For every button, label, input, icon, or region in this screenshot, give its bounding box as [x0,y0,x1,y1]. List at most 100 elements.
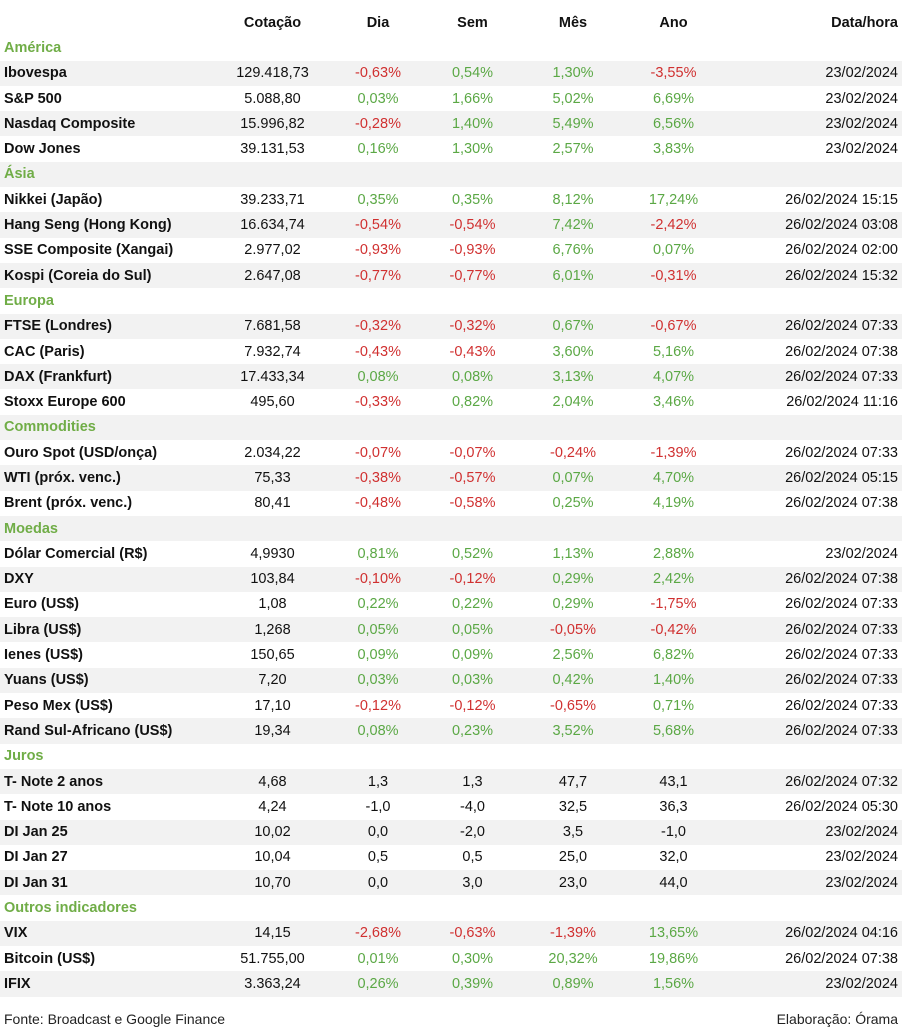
cell-dia: 0,01% [333,945,423,972]
table-row: DI Jan 31 10,70 0,0 3,0 23,0 44,0 23/02/2024 [0,870,902,896]
table-row: DXY 103,84 -0,10% -0,12% 0,29% 2,42% 26/02/202… [0,566,902,592]
table-row: SSE Composite (Xangai) 2.977,02 -0,93% -0,9… [0,237,902,263]
cell-sem: 0,05% [423,617,522,643]
cell-data-hora: 26/02/2024 07:38 [723,490,902,516]
cell-dia: 0,05% [333,617,423,643]
cell-data-hora: 26/02/2024 07:33 [723,642,902,668]
cell-data-hora: 26/02/2024 07:33 [723,718,902,744]
section-header: América [0,35,902,60]
table-row: Ienes (US$) 150,65 0,09% 0,09% 2,56% 6,82% 26/… [0,642,902,668]
cell-sem: -0,63% [423,920,522,946]
cell-mes: 7,42% [522,212,624,238]
table-row: Dow Jones 39.131,53 0,16% 1,30% 2,57% 3,83% 23… [0,136,902,162]
cell-sem: -0,54% [423,212,522,238]
table-row: Stoxx Europe 600 495,60 -0,33% 0,82% 2,04% 3,… [0,389,902,415]
cell-dia: -0,10% [333,566,423,592]
cell-cot: 7,20 [212,667,333,694]
cell-dia: 0,0 [333,819,423,845]
table-row: Hang Seng (Hong Kong) 16.634,74 -0,54% -0,5… [0,212,902,238]
table-row: VIX 14,15 -2,68% -0,63% -1,39% 13,65% 26/02/20… [0,920,902,946]
row-name: Nasdaq Composite [0,111,212,137]
cell-dia: -0,28% [333,111,423,137]
cell-cot: 17.433,34 [212,364,333,390]
header-row: Cotação Dia Sem Mês Ano Data/hora [0,10,902,35]
cell-ano: 6,69% [624,85,723,112]
table-row: Nikkei (Japão) 39.233,71 0,35% 0,35% 8,12% 17… [0,187,902,213]
cell-dia: -0,07% [333,440,423,466]
cell-sem: -4,0 [423,794,522,820]
table-row: S&P 500 5.088,80 0,03% 1,66% 5,02% 6,69% 23/02… [0,85,902,112]
table-row: T- Note 2 anos 4,68 1,3 1,3 47,7 43,1 26/02/20… [0,768,902,795]
cell-dia: -1,0 [333,794,423,820]
header-name [0,10,212,35]
source-note: Fonte: Broadcast e Google Finance [4,1011,226,1027]
table-row: Brent (próx. venc.) 80,41 -0,48% -0,58% 0,25… [0,490,902,516]
cell-dia: -2,68% [333,920,423,946]
cell-mes: 3,52% [522,718,624,744]
cell-data-hora: 23/02/2024 [723,541,902,567]
table-row: Ouro Spot (USD/onça) 2.034,22 -0,07% -0,07%… [0,440,902,466]
cell-sem: 0,5 [423,844,522,871]
cell-ano: 3,83% [624,136,723,162]
row-name: DI Jan 25 [0,819,212,845]
cell-mes: 2,57% [522,136,624,162]
row-name: Rand Sul-Africano (US$) [0,718,212,744]
cell-cot: 15.996,82 [212,111,333,137]
cell-mes: -0,65% [522,693,624,719]
table-row: Yuans (US$) 7,20 0,03% 0,03% 0,42% 1,40% 26/02… [0,667,902,694]
table-row: Euro (US$) 1,08 0,22% 0,22% 0,29% -1,75% 26/02… [0,591,902,618]
cell-sem: 0,82% [423,389,522,415]
table-row: Libra (US$) 1,268 0,05% 0,05% -0,05% -0,42% 26… [0,617,902,643]
row-name: Libra (US$) [0,617,212,643]
cell-sem: 1,3 [423,768,522,795]
cell-sem: 0,35% [423,187,522,213]
row-name: IFIX [0,971,212,997]
cell-ano: 36,3 [624,794,723,820]
cell-dia: -0,77% [333,262,423,289]
cell-ano: 5,16% [624,338,723,365]
table-row: DI Jan 25 10,02 0,0 -2,0 3,5 -1,0 23/02/2024 [0,819,902,845]
row-name: Bitcoin (US$) [0,945,212,972]
cell-data-hora: 26/02/2024 07:38 [723,945,902,972]
cell-dia: 0,22% [333,591,423,618]
row-name: Brent (próx. venc.) [0,490,212,516]
cell-ano: 5,68% [624,718,723,744]
section-title: Outros indicadores [4,900,137,917]
cell-mes: 3,5 [522,819,624,845]
cell-cot: 7.932,74 [212,338,333,365]
cell-sem: -0,07% [423,440,522,466]
cell-mes: 1,13% [522,541,624,567]
cell-dia: 0,16% [333,136,423,162]
row-name: DI Jan 31 [0,870,212,896]
cell-dia: -0,43% [333,338,423,365]
section-header: Moedas [0,515,902,542]
table-row: Kospi (Coreia do Sul) 2.647,08 -0,77% -0,77… [0,262,902,289]
cell-ano: 1,40% [624,667,723,694]
cell-mes: 2,56% [522,642,624,668]
section-header: Ásia [0,161,902,188]
cell-ano: 1,56% [624,971,723,997]
cell-ano: -1,0 [624,819,723,845]
section-title: Commodities [0,414,902,441]
row-name: DI Jan 27 [0,844,212,871]
row-name: S&P 500 [0,85,212,112]
cell-cot: 495,60 [212,389,333,415]
cell-data-hora: 23/02/2024 [723,844,902,871]
cell-dia: 0,03% [333,85,423,112]
cell-dia: 0,08% [333,364,423,390]
cell-mes: 0,29% [522,566,624,592]
cell-dia: -0,32% [333,313,423,339]
row-name: DXY [0,566,212,592]
cell-dia: 0,26% [333,971,423,997]
row-name: Dow Jones [0,136,212,162]
cell-mes: 0,07% [522,465,624,491]
cell-cot: 80,41 [212,490,333,516]
cell-ano: 0,71% [624,693,723,719]
row-name: DAX (Frankfurt) [0,364,212,390]
cell-mes: 20,32% [522,945,624,972]
cell-mes: 3,60% [522,338,624,365]
cell-ano: 6,56% [624,111,723,137]
cell-data-hora: 23/02/2024 [723,85,902,112]
cell-data-hora: 26/02/2024 11:16 [723,389,902,415]
cell-ano: 4,70% [624,465,723,491]
